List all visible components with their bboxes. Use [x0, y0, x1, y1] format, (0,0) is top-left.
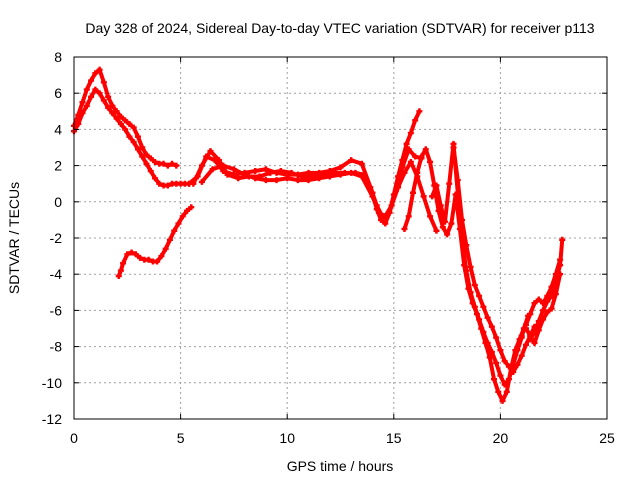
- data-trace-segment: [442, 181, 452, 224]
- y-tick-label: 8: [54, 49, 62, 65]
- x-tick-label: 0: [70, 430, 78, 446]
- data-trace-segment: [406, 190, 415, 219]
- data-trace-segment: [389, 185, 401, 208]
- data-point: [173, 162, 180, 169]
- data-trace-segment: [400, 147, 411, 170]
- data-series: [522, 271, 564, 346]
- y-tick-label: 4: [54, 121, 62, 137]
- x-axis-label: GPS time / hours: [287, 458, 394, 474]
- y-tick-label: -10: [42, 375, 62, 391]
- data-trace-segment: [451, 145, 460, 183]
- x-tick-label: 15: [386, 430, 402, 446]
- y-tick-label: 2: [54, 158, 62, 174]
- y-tick-label: -12: [42, 411, 62, 427]
- y-axis-label: SDTVAR / TECUs: [6, 182, 22, 294]
- data-point: [559, 236, 566, 243]
- chart-title: Day 328 of 2024, Sidereal Day-to-day VTE…: [85, 20, 594, 36]
- y-tick-label: -6: [50, 302, 63, 318]
- data-series: [527, 236, 566, 343]
- data-trace-segment: [455, 178, 465, 222]
- data-trace-segment: [410, 170, 420, 195]
- y-tick-label: 6: [54, 85, 62, 101]
- data-series: [71, 86, 193, 189]
- y-axis-ticks: -12 -10 -8 -6 -4 -2 0 2 4 6 8: [42, 49, 607, 427]
- grid: [73, 56, 608, 420]
- data-trace-segment: [468, 264, 477, 288]
- y-tick-label: -2: [50, 230, 63, 246]
- x-tick-label: 10: [279, 430, 295, 446]
- data-point: [433, 227, 440, 234]
- data-series: [115, 204, 195, 280]
- y-tick-label: 0: [54, 194, 62, 210]
- y-tick-label: -4: [50, 266, 63, 282]
- data-trace-segment: [487, 355, 497, 382]
- x-axis-ticks: 0 5 10 15 20 25: [70, 57, 615, 446]
- x-tick-label: 20: [493, 430, 509, 446]
- data-trace-segment: [338, 158, 354, 170]
- data-trace-segment: [199, 167, 215, 184]
- data-trace-segment: [191, 163, 204, 186]
- data-trace-segment: [415, 174, 426, 199]
- x-tick-label: 5: [177, 430, 185, 446]
- data-trace-segment: [359, 174, 375, 199]
- data-trace-segment: [208, 149, 221, 163]
- data-trace-segment: [428, 159, 437, 188]
- data-trace-segment: [434, 183, 443, 208]
- x-tick-label: 25: [599, 430, 615, 446]
- data-points: [71, 66, 566, 404]
- data-trace-segment: [558, 237, 565, 268]
- y-tick-label: -8: [50, 339, 63, 355]
- data-point: [557, 271, 564, 278]
- data-series: [71, 66, 180, 169]
- data-trace-segment: [553, 272, 563, 297]
- data-trace-segment: [199, 149, 213, 168]
- data-trace-segment: [460, 236, 469, 273]
- data-trace-segment: [460, 217, 469, 248]
- data-point: [416, 108, 423, 115]
- data-point: [188, 204, 195, 211]
- data-series: [429, 140, 525, 388]
- data-series: [450, 144, 538, 375]
- data-trace-segment: [464, 243, 473, 269]
- data-trace-segment: [464, 268, 473, 295]
- data-trace-segment: [421, 194, 433, 219]
